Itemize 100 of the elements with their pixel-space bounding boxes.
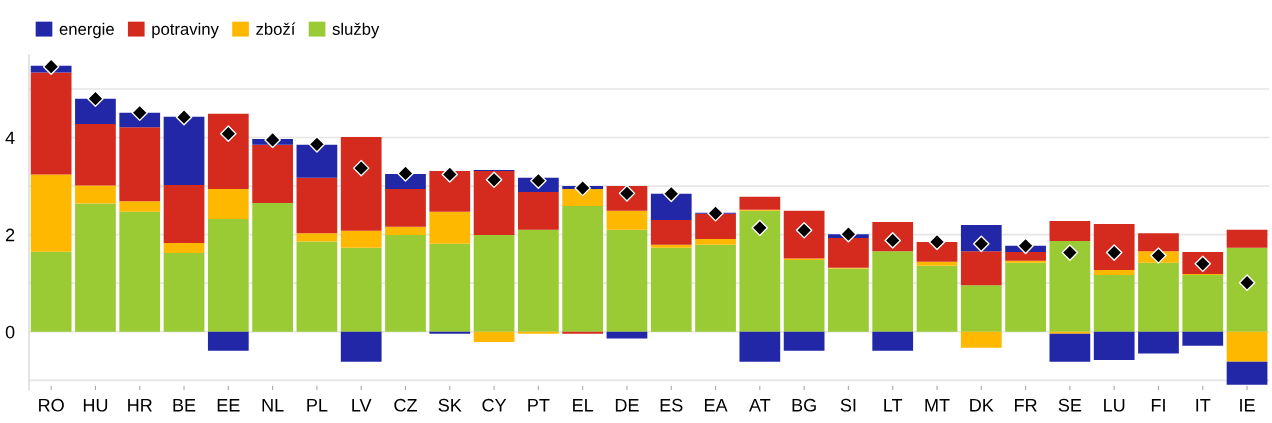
bar <box>1049 240 1091 332</box>
bar <box>1226 331 1268 362</box>
bar <box>650 247 692 332</box>
x-tick-label: EE <box>217 399 240 412</box>
bar <box>1182 274 1224 332</box>
bar <box>517 191 559 230</box>
bar <box>340 247 382 332</box>
x-tick-label: DK <box>970 399 994 412</box>
bar <box>1093 270 1135 275</box>
bar <box>1005 252 1046 261</box>
bar <box>1093 274 1135 332</box>
x-tick-label: EA <box>704 399 728 412</box>
y-tick-label: 0 <box>5 325 15 339</box>
bar <box>429 171 471 212</box>
bar <box>385 189 426 227</box>
legend-label: služby <box>332 22 380 39</box>
bar <box>296 177 338 234</box>
legend-label: zboží <box>256 22 296 35</box>
point <box>175 108 193 126</box>
x-tick-label: ES <box>660 398 683 412</box>
x-tick-label: NL <box>262 399 284 412</box>
point <box>485 171 503 189</box>
x-tick-label: PL <box>307 399 328 412</box>
x-tick-label: BG <box>792 398 816 412</box>
point <box>1150 247 1167 264</box>
bar <box>385 173 426 189</box>
point <box>574 179 591 197</box>
x-tick-label: FI <box>1151 399 1165 412</box>
x-tick-label: BE <box>173 399 196 412</box>
bar <box>650 244 692 248</box>
x-tick-label: CZ <box>394 398 417 412</box>
bar <box>783 210 825 259</box>
bar <box>1138 233 1179 252</box>
point <box>530 172 547 190</box>
point <box>42 58 60 75</box>
bar <box>340 137 382 231</box>
bar <box>1049 221 1091 241</box>
point <box>352 159 370 177</box>
bar <box>562 205 604 332</box>
x-tick-label: LU <box>1104 399 1125 412</box>
x-tick-label: SK <box>438 398 462 412</box>
point <box>928 233 946 251</box>
bar <box>385 226 426 236</box>
bar <box>429 243 471 332</box>
point <box>308 136 326 153</box>
bar <box>1138 331 1179 354</box>
bar <box>296 144 338 178</box>
bar <box>828 238 869 268</box>
bar <box>163 116 205 186</box>
x-tick-label: LV <box>352 399 372 412</box>
x-tick-label: LT <box>884 399 903 412</box>
x-tick-label: SI <box>840 398 856 412</box>
bar <box>739 331 781 362</box>
y-tick-label: 2 <box>5 228 15 242</box>
point <box>131 104 149 122</box>
bar <box>916 241 958 262</box>
bar <box>1226 229 1268 248</box>
bar <box>1049 333 1091 362</box>
point <box>1238 274 1256 292</box>
bar <box>872 251 914 332</box>
bar <box>517 229 559 332</box>
bar <box>119 211 161 332</box>
x-tick-label: CY <box>482 398 507 412</box>
bar <box>163 253 205 332</box>
x-tick-label: EL <box>573 399 594 412</box>
bar <box>828 268 869 332</box>
bar <box>1138 262 1179 332</box>
bar <box>296 233 338 242</box>
bar <box>473 235 515 332</box>
x-tick-label: RO <box>39 398 64 412</box>
x-tick-label: HU <box>83 399 108 412</box>
x-tick-label: AT <box>749 399 771 412</box>
bar <box>695 213 736 240</box>
bar <box>916 261 958 266</box>
legend-label: energie <box>59 22 114 39</box>
bar <box>119 127 161 202</box>
x-tick-label: DE <box>615 399 639 412</box>
point <box>397 165 414 182</box>
point <box>441 166 459 183</box>
point <box>87 90 104 107</box>
bar <box>1182 331 1224 346</box>
bar <box>650 193 692 221</box>
bar <box>163 242 205 254</box>
x-tick-label: SE <box>1058 398 1082 412</box>
bar <box>783 331 825 351</box>
bar <box>207 113 249 189</box>
bar <box>30 174 72 252</box>
bar <box>872 331 914 351</box>
bar <box>783 259 825 332</box>
bar <box>606 331 648 339</box>
bar <box>960 251 1002 286</box>
x-tick-label: IE <box>1240 399 1255 412</box>
bar <box>207 219 249 332</box>
x-tick-label: IT <box>1196 399 1211 412</box>
bar <box>296 241 338 332</box>
bar <box>916 265 958 332</box>
bar <box>960 285 1002 332</box>
bar <box>385 235 426 332</box>
point <box>751 219 769 237</box>
point <box>707 204 724 222</box>
